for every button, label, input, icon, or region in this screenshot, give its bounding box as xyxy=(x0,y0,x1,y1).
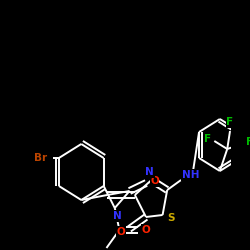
Text: F: F xyxy=(226,117,234,127)
Text: N: N xyxy=(113,211,122,221)
Text: F: F xyxy=(246,137,250,147)
Text: Br: Br xyxy=(34,153,47,163)
Text: NH: NH xyxy=(182,170,199,180)
Text: O: O xyxy=(142,225,150,235)
Text: S: S xyxy=(167,213,175,223)
Text: N: N xyxy=(145,167,154,177)
Text: O: O xyxy=(117,227,126,237)
Text: O: O xyxy=(150,176,159,186)
Text: F: F xyxy=(204,134,212,144)
